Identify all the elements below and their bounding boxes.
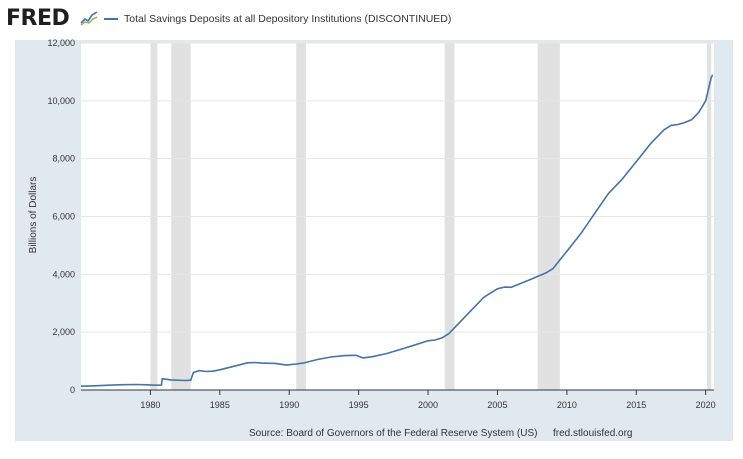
x-tick-label: 2005 — [487, 400, 507, 410]
y-tick-label: 4,000 — [52, 269, 75, 279]
y-tick-label: 8,000 — [52, 154, 75, 164]
y-tick-label: 2,000 — [52, 327, 75, 337]
x-tick-label: 2015 — [626, 400, 646, 410]
chart-header: FRED Total Savings Deposits at all Depos… — [0, 0, 743, 40]
x-tick-label: 1990 — [279, 400, 299, 410]
x-tick-label: 2020 — [696, 400, 716, 410]
source-note: Source: Board of Governors of the Federa… — [249, 428, 538, 439]
y-tick-label: 10,000 — [47, 96, 75, 106]
y-tick-label: 12,000 — [47, 38, 75, 48]
x-tick-label: 2010 — [557, 400, 577, 410]
x-tick-label: 1980 — [140, 400, 160, 410]
x-tick-label: 2000 — [418, 400, 438, 410]
legend-line-swatch — [104, 18, 118, 20]
y-tick-label: 0 — [70, 385, 75, 395]
fred-logo[interactable]: FRED — [6, 6, 70, 31]
y-axis-label: Billions of Dollars — [28, 177, 39, 254]
fred-site-link[interactable]: fred.stlouisfed.org — [553, 428, 633, 439]
series-line — [80, 74, 714, 387]
chart-legend: Total Savings Deposits at all Depository… — [104, 13, 451, 25]
fred-chart-icon — [80, 9, 98, 26]
x-tick-label: 1995 — [349, 400, 369, 410]
x-tick-label: 1985 — [210, 400, 230, 410]
y-tick-label: 6,000 — [52, 212, 75, 222]
series-title[interactable]: Total Savings Deposits at all Depository… — [124, 13, 452, 25]
